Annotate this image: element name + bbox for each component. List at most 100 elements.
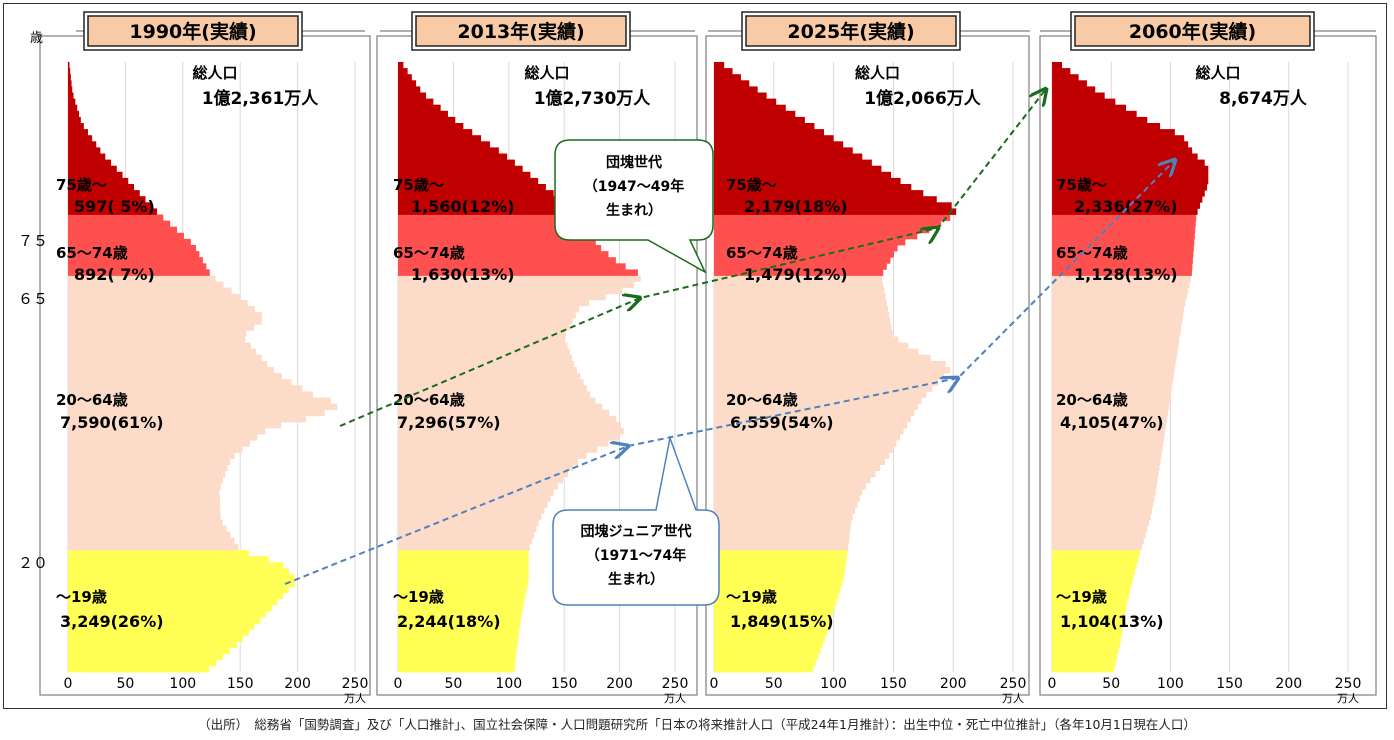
pyramid-bar <box>68 397 331 404</box>
title-inner-box <box>415 15 627 47</box>
pyramid-bar <box>714 556 847 563</box>
age-group-name: 20～64歳 <box>56 391 128 409</box>
pyramid-bar <box>714 342 909 350</box>
pyramid-bar <box>714 611 833 618</box>
pyramid-bar <box>398 556 529 563</box>
pyramid-bar <box>68 299 248 307</box>
pyramid-bar <box>1052 489 1156 496</box>
pyramid-bar <box>398 257 616 264</box>
pyramid-bar <box>398 293 606 301</box>
pyramid-bar <box>398 421 621 429</box>
pyramid-bar <box>714 513 853 520</box>
pyramid-bar <box>1052 440 1164 447</box>
pyramid-bar <box>1052 611 1125 618</box>
pyramid-bar <box>398 367 577 374</box>
age-group-name: 20～64歳 <box>1056 391 1128 409</box>
pyramid-bar <box>1052 330 1181 337</box>
pyramid-bar <box>398 354 572 362</box>
pyramid-bar <box>68 647 230 655</box>
pyramid-bar <box>398 623 520 630</box>
pyramid-bar <box>398 501 548 508</box>
pyramid-bar <box>1052 586 1131 594</box>
pyramid-bar <box>68 440 250 447</box>
pyramid-bar <box>1052 525 1148 533</box>
pyramid-bar <box>398 482 558 490</box>
dankai-junior-callout-line-2: （1971～74年 <box>586 547 686 564</box>
pyramid-bar <box>398 592 526 600</box>
pyramid-bar <box>714 159 872 167</box>
total-population-value: 8,674万人 <box>1219 89 1308 109</box>
age-group-name: 65～74歳 <box>1056 244 1128 262</box>
x-tick-label: 100 <box>1157 676 1184 692</box>
x-tick-label: 250 <box>1335 676 1362 692</box>
pyramid-bar <box>714 647 821 655</box>
pyramid-bar <box>1052 165 1209 173</box>
total-population-value: 1億2,066万人 <box>864 88 982 109</box>
pyramid-bar <box>714 598 837 606</box>
pyramid-bar <box>714 299 887 307</box>
pyramid-bar <box>398 452 587 459</box>
pyramid-bar <box>68 409 325 417</box>
dankai-junior-callout-line-3: 生まれ） <box>608 571 664 588</box>
pyramid-bar <box>1052 324 1182 331</box>
pyramid-bar <box>68 98 76 106</box>
pyramid-bar <box>714 92 767 99</box>
pyramid-bar <box>398 525 537 533</box>
pyramid-bar <box>714 80 750 87</box>
pyramid-bar <box>68 495 220 502</box>
pyramid-bar <box>68 580 295 587</box>
pyramid-bar <box>398 385 587 392</box>
pyramid-bar <box>714 476 871 484</box>
pyramid-bar <box>714 232 918 240</box>
pyramid-bar <box>714 464 881 472</box>
pyramid-bar <box>714 336 899 343</box>
dankai-callout-line-3: 生まれ） <box>606 202 662 219</box>
pyramid-bar <box>714 141 844 148</box>
pyramid-bar <box>398 391 591 398</box>
pyramid-bar <box>714 287 885 295</box>
pyramid-bar <box>68 324 254 331</box>
pyramid-bar <box>714 543 849 551</box>
pyramid-bar <box>1052 519 1150 526</box>
pyramid-bar <box>398 116 456 124</box>
pyramid-bar <box>1052 147 1193 154</box>
pyramid-bar <box>714 617 831 624</box>
pyramid-bar <box>1052 446 1163 453</box>
pyramid-bar <box>398 537 533 545</box>
pyramid-bar <box>68 129 88 136</box>
pyramid-bar <box>714 434 900 441</box>
pyramid-bar <box>1052 135 1185 142</box>
title-inner-box <box>87 15 299 47</box>
pyramid-bar <box>398 604 523 612</box>
pyramid-bar <box>1052 617 1124 624</box>
pyramid-bar <box>68 177 129 185</box>
pyramid-bar <box>68 141 97 148</box>
pyramid-bar <box>714 470 876 478</box>
pyramid-bar <box>714 489 863 496</box>
pyramid-bar <box>68 354 262 362</box>
x-tick-label: 0 <box>710 676 719 692</box>
x-tick-label: 200 <box>940 676 967 692</box>
pyramid-bar <box>1052 74 1079 81</box>
age-group-value: 2,244(18%) <box>397 612 501 631</box>
pyramid-bar <box>714 330 893 337</box>
age-tick-75: ７５ <box>18 232 48 250</box>
age-group-value: 7,590(61%) <box>60 413 164 432</box>
pyramid-bar <box>1052 647 1119 655</box>
pyramid-bar <box>398 141 490 148</box>
pyramid-bar <box>714 592 839 600</box>
pyramid-bar <box>714 86 758 93</box>
pyramid-bar <box>68 665 210 673</box>
pyramid-bar <box>398 629 519 636</box>
panel-title: 2013年(実績) <box>457 20 584 43</box>
x-tick-label: 100 <box>169 676 196 692</box>
pyramid-bar <box>714 153 863 160</box>
pyramid-bar <box>398 110 448 118</box>
pyramid-bar <box>714 98 777 106</box>
pyramid-bar <box>1052 665 1115 673</box>
pyramid-bar <box>1052 116 1148 124</box>
pyramid-bar <box>398 324 570 331</box>
pyramid-bar <box>68 68 71 75</box>
age-group-name: 20～64歳 <box>393 391 465 409</box>
panel-title: 1990年(実績) <box>129 20 256 43</box>
